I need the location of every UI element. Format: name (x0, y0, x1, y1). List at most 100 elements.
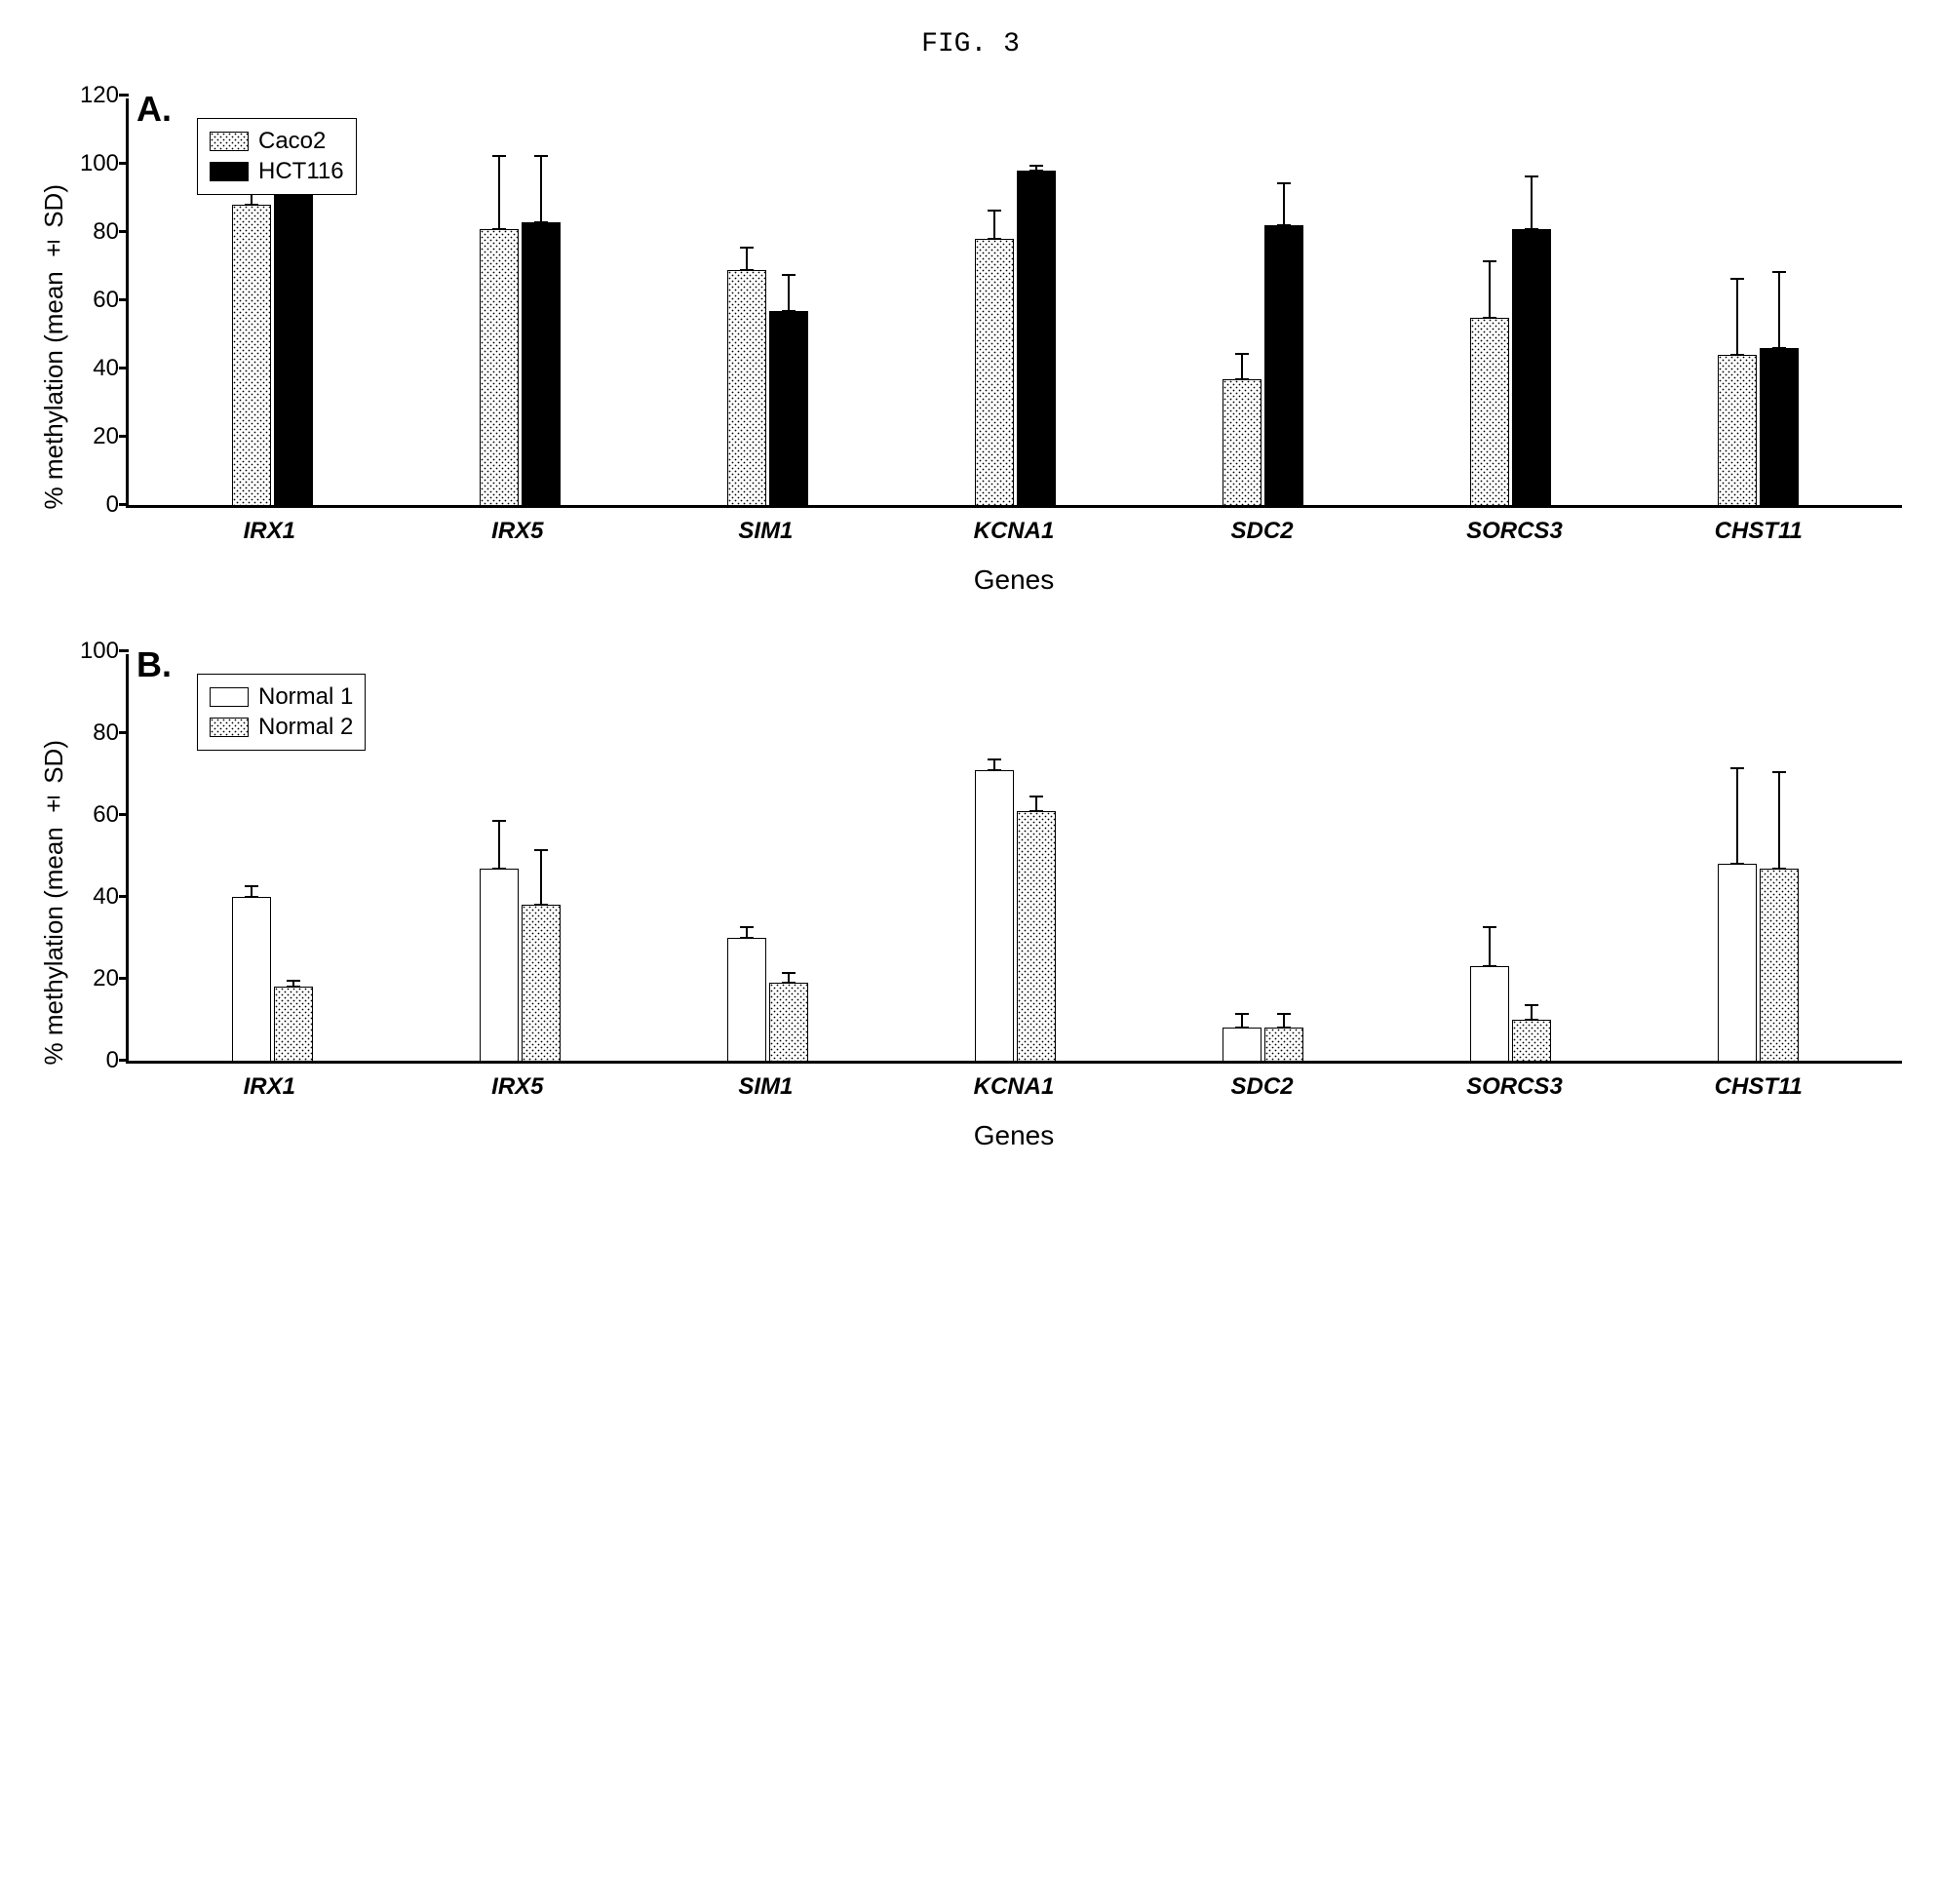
x-category-label: SDC2 (1219, 518, 1306, 545)
bar (1512, 1020, 1551, 1061)
legend-row: Normal 1 (210, 683, 353, 711)
bar (1470, 966, 1509, 1061)
error-cap (492, 820, 506, 822)
x-category-label: SIM1 (721, 1073, 809, 1101)
y-tick-label: 40 (70, 355, 119, 382)
error-cap-bottom (534, 221, 548, 223)
bar-group (1470, 966, 1551, 1061)
legend-swatch (210, 687, 249, 707)
x-category-label: SORCS3 (1466, 1073, 1554, 1101)
legend: Caco2 HCT116 (197, 118, 357, 195)
error-bar (1531, 175, 1533, 230)
error-bar (1778, 271, 1780, 350)
bar (1470, 318, 1509, 506)
bar-group (1223, 225, 1303, 505)
x-category-label: IRX5 (474, 518, 562, 545)
error-bar (1489, 926, 1491, 967)
error-bar (1736, 278, 1738, 357)
y-tick-mark (119, 649, 129, 652)
error-cap (1772, 771, 1786, 773)
error-cap (740, 926, 754, 928)
error-bar (1736, 767, 1738, 866)
error-cap-bottom (1525, 228, 1538, 230)
bar-group (727, 270, 808, 506)
bar (1264, 1028, 1303, 1061)
bar-group (975, 770, 1056, 1061)
x-category-label: KCNA1 (970, 1073, 1058, 1101)
panel-b-ylabel: % methylation (mean ± SD) (39, 740, 69, 1065)
x-category-label: CHST11 (1715, 1073, 1803, 1101)
y-tick-label: 40 (70, 883, 119, 911)
error-cap-bottom (1772, 868, 1786, 870)
y-tick-mark (119, 503, 129, 506)
error-cap-bottom (492, 228, 506, 230)
error-cap-bottom (534, 904, 548, 906)
bar (1017, 171, 1056, 505)
bar-group (1718, 864, 1799, 1061)
y-tick-mark (119, 1059, 129, 1062)
error-bar (498, 820, 500, 869)
error-bar (746, 247, 748, 271)
error-cap (1235, 1013, 1249, 1015)
error-cap-bottom (782, 310, 796, 312)
y-tick-label: 100 (70, 150, 119, 177)
error-cap (988, 758, 1001, 760)
error-bar (1283, 182, 1285, 227)
x-category-label: KCNA1 (970, 518, 1058, 545)
y-tick-label: 60 (70, 287, 119, 314)
error-cap-bottom (740, 937, 754, 939)
error-cap-bottom (1029, 810, 1043, 812)
y-tick-label: 80 (70, 719, 119, 747)
x-category-label: IRX1 (225, 518, 313, 545)
bar (975, 239, 1014, 505)
bar-group (1223, 1028, 1303, 1061)
bars-row (129, 98, 1902, 505)
bar-group (480, 869, 561, 1061)
error-cap-bottom (1277, 1027, 1291, 1029)
y-tick-mark (119, 977, 129, 980)
error-cap-bottom (740, 269, 754, 271)
bar-group (975, 171, 1056, 505)
bar-group (727, 938, 808, 1061)
error-bar (1778, 771, 1780, 870)
bar (1718, 355, 1757, 505)
bar (1760, 348, 1799, 505)
panel-a-xlabel-title: Genes (126, 564, 1902, 596)
error-cap (1029, 796, 1043, 797)
legend-label: HCT116 (258, 158, 344, 185)
error-cap (782, 274, 796, 276)
bar-group (1718, 348, 1799, 505)
bar (727, 938, 766, 1061)
error-bar (1489, 260, 1491, 319)
error-cap (988, 210, 1001, 212)
panel-a-ylabel: % methylation (mean ± SD) (39, 184, 69, 509)
legend-label: Normal 1 (258, 683, 353, 711)
error-cap (534, 849, 548, 851)
legend-row: Caco2 (210, 128, 344, 155)
y-tick-label: 60 (70, 801, 119, 829)
error-cap (1483, 260, 1496, 262)
error-cap (1772, 271, 1786, 273)
error-cap (1730, 278, 1744, 280)
x-category-label: IRX1 (225, 1073, 313, 1101)
y-tick-mark (119, 230, 129, 233)
error-bar (498, 155, 500, 230)
panel-a-xlabels: IRX1IRX5SIM1KCNA1SDC2SORCS3CHST11 (126, 518, 1902, 545)
y-tick-label: 20 (70, 965, 119, 992)
error-cap-bottom (1730, 354, 1744, 356)
y-tick-label: 120 (70, 82, 119, 109)
y-tick-label: 0 (70, 1047, 119, 1074)
bar-group (480, 222, 561, 506)
error-cap (1235, 353, 1249, 355)
bar (232, 897, 271, 1061)
error-bar (540, 155, 542, 223)
y-tick-mark (119, 367, 129, 369)
bar (1223, 379, 1262, 506)
x-category-label: CHST11 (1715, 518, 1803, 545)
error-cap (245, 885, 258, 887)
bar (232, 205, 271, 505)
error-cap-bottom (1235, 1027, 1249, 1029)
x-category-label: SORCS3 (1466, 518, 1554, 545)
x-category-label: SDC2 (1219, 1073, 1306, 1101)
y-tick-mark (119, 94, 129, 97)
